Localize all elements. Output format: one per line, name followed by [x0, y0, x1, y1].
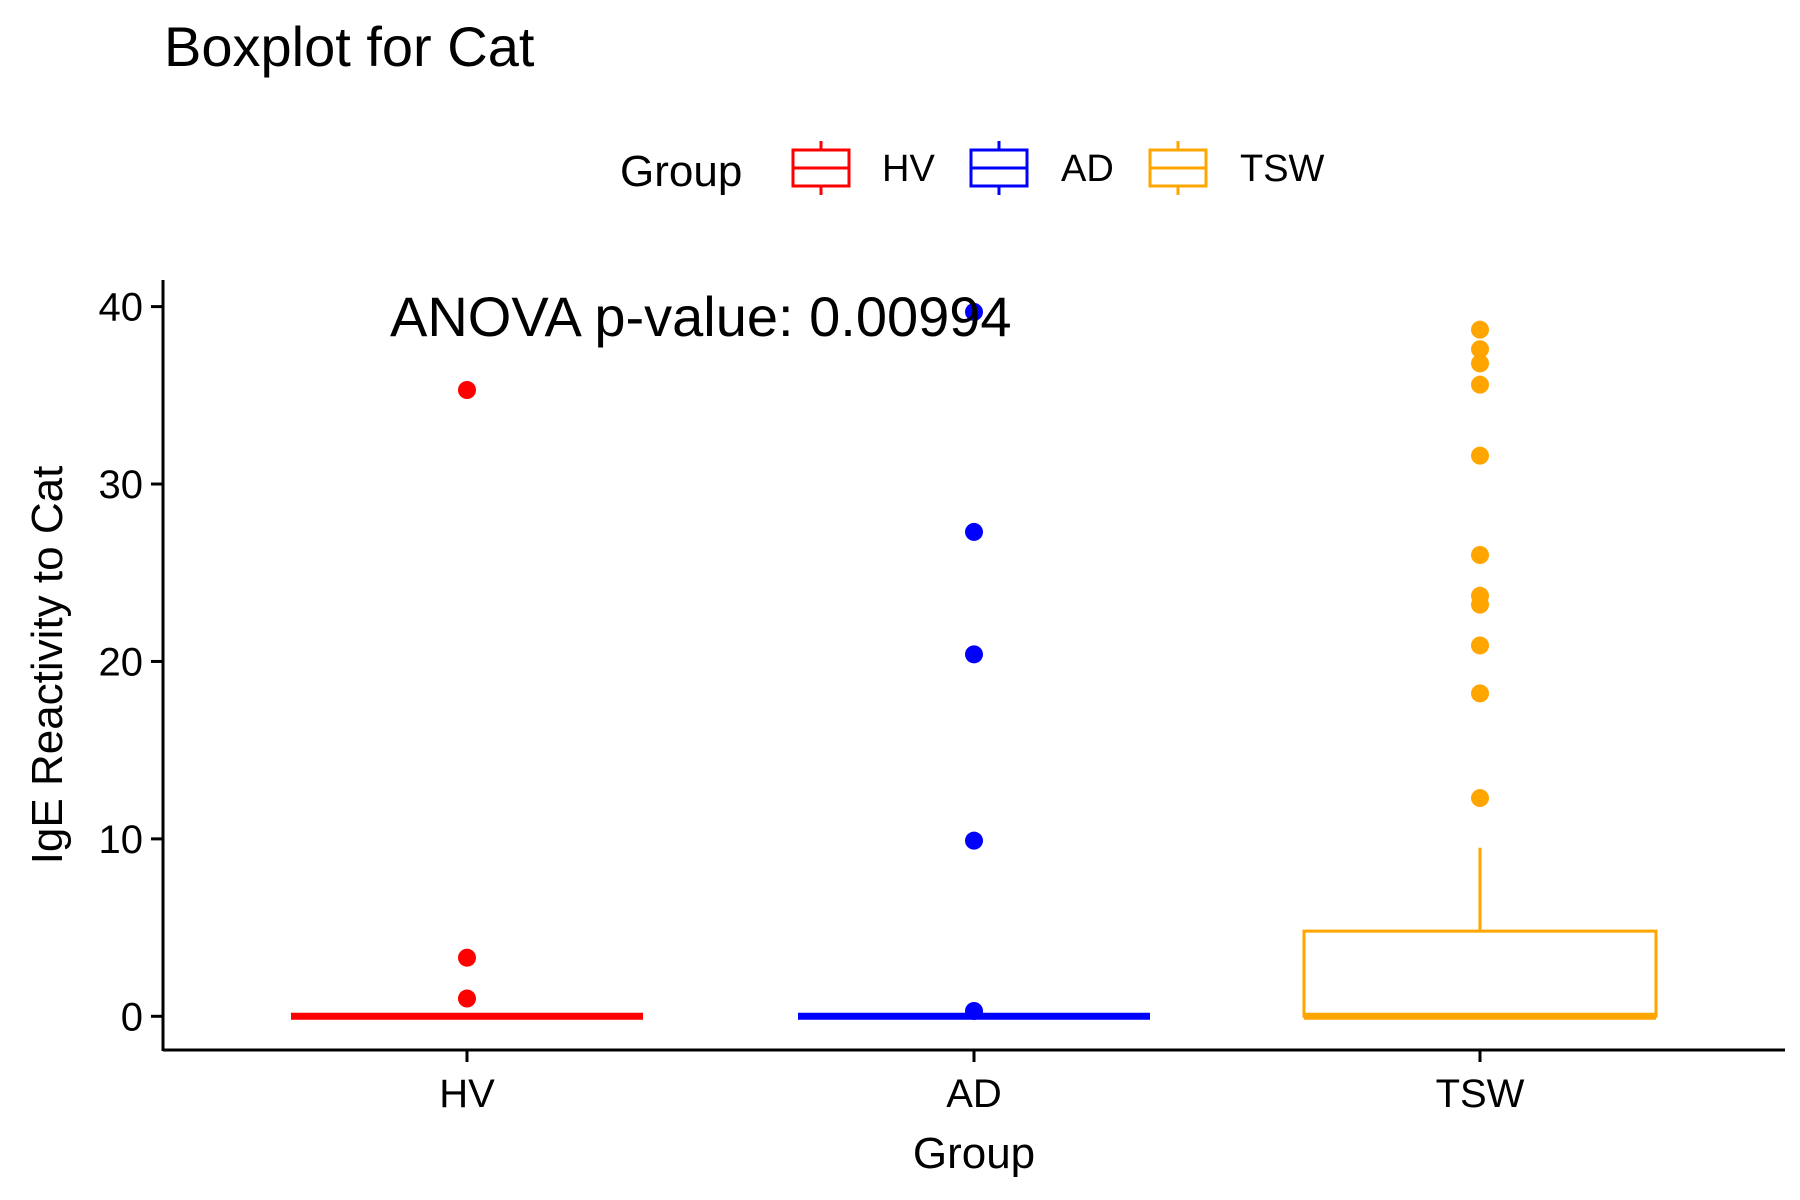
outlier-point-hv [458, 989, 476, 1008]
outlier-point-tsw [1471, 354, 1489, 373]
outlier-point-tsw [1471, 636, 1489, 655]
y-tick-label: 40 [99, 286, 144, 330]
outlier-point-ad [965, 831, 983, 850]
y-tick-label: 30 [99, 463, 144, 507]
boxes [291, 847, 1658, 1020]
outlier-point-tsw [1471, 789, 1489, 808]
anova-annotation: ANOVA p-value: 0.00994 [390, 285, 1012, 348]
legend-label: TSW [1240, 148, 1325, 190]
outlier-point-tsw [1471, 375, 1489, 394]
y-tick-label: 10 [99, 818, 144, 862]
chart-title: Boxplot for Cat [164, 15, 535, 78]
outlier-point-ad [965, 522, 983, 541]
x-tick-label: HV [439, 1072, 495, 1116]
outlier-point-tsw [1471, 446, 1489, 465]
box-tsw [1302, 847, 1658, 1020]
x-tick-label: TSW [1436, 1072, 1525, 1116]
x-tick-label: AD [946, 1072, 1002, 1116]
legend-item-tsw: TSW [1148, 141, 1325, 195]
y-axis-title: IgE Reactivity to Cat [23, 466, 72, 865]
outlier-point-tsw [1471, 546, 1489, 564]
legend-title: Group [620, 147, 742, 196]
x-axis-ticks: HV AD TSW [439, 1050, 1525, 1116]
legend: Group HV AD TSW [620, 141, 1325, 196]
outlier-point-ad [965, 1001, 983, 1020]
iqr-box [1302, 929, 1658, 1018]
outlier-point-hv [458, 381, 476, 399]
outlier-point-tsw [1471, 595, 1489, 614]
outlier-point-tsw [1471, 320, 1489, 339]
outlier-point-tsw [1471, 684, 1489, 703]
x-axis-title: Group [913, 1129, 1035, 1178]
y-tick-label: 20 [99, 640, 144, 684]
y-tick-label: 0 [121, 995, 143, 1039]
outlier-points [458, 302, 1489, 1020]
outlier-point-ad [965, 302, 983, 321]
y-axis-ticks: 0 10 20 30 40 [99, 286, 163, 1039]
legend-label: HV [882, 148, 935, 190]
outlier-point-ad [965, 645, 983, 664]
outlier-point-hv [458, 948, 476, 967]
outlier-point-tsw [1471, 340, 1489, 359]
legend-item-hv: HV [791, 141, 935, 195]
legend-label: AD [1061, 148, 1114, 190]
legend-item-ad: AD [969, 141, 1114, 195]
